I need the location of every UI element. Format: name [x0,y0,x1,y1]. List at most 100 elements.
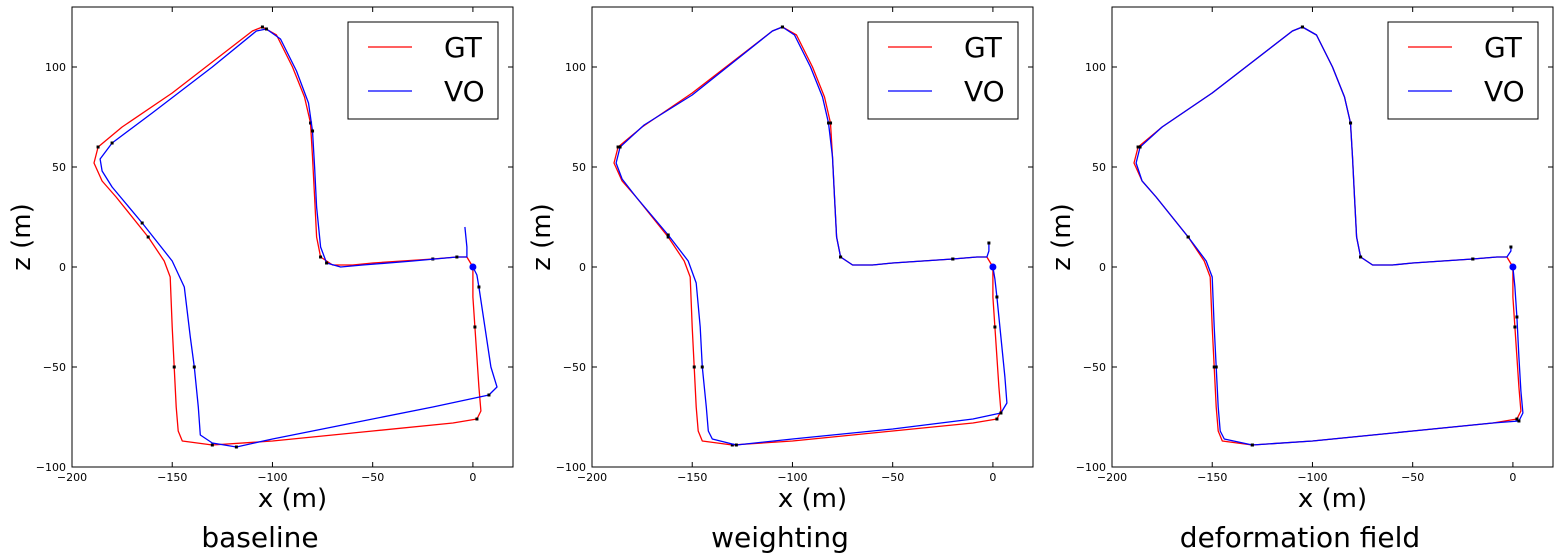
keyframe-marker [1359,255,1363,259]
start-point [469,263,477,271]
y-tick-label: −50 [1083,361,1106,374]
x-tick-label: −100 [257,471,287,484]
keyframe-marker [264,27,268,31]
keyframe-marker [234,445,238,449]
chart-panel-2: −200 −150 −100 −50 0 −100 −50 0 50 100 x (m) z (m) d… [1047,6,1554,554]
x-tick-label: −150 [677,471,707,484]
y-axis-label: z (m) [527,203,557,271]
legend-box [867,21,1019,120]
keyframe-marker [311,129,315,133]
legend-label-gt: GT [444,31,483,64]
y-tick-label: −100 [36,461,66,474]
x-axis-label: x (m) [778,484,847,514]
keyframe-marker [260,25,264,29]
keyframe-marker [1349,121,1353,125]
keyframe-marker [140,221,144,225]
y-tick-label: 0 [1099,261,1106,274]
keyframe-marker [995,295,999,299]
keyframe-marker [987,241,991,245]
keyframe-marker [1250,443,1254,447]
keyframe-marker [455,255,459,259]
y-tick-label: −50 [43,361,66,374]
legend: GT VO [867,21,1019,120]
keyframe-marker [477,285,481,289]
x-tick-label: −50 [1401,471,1424,484]
keyframe-marker [1136,145,1140,149]
keyframe-marker [618,145,622,149]
legend: GT VO [347,21,499,120]
x-tick-label: −150 [1197,471,1227,484]
keyframe-marker [1186,235,1190,239]
keyframe-marker [325,261,329,265]
panel-caption: baseline [201,521,318,554]
x-tick-label: −100 [1297,471,1327,484]
y-tick-label: −100 [556,461,586,474]
axes-frame [1111,6,1554,468]
x-tick-label: 0 [469,471,476,484]
series-line-vo [615,26,1008,446]
series-line-gt [93,26,482,446]
legend: GT VO [1387,21,1539,120]
x-tick-label: −200 [57,471,87,484]
keyframe-marker [995,417,999,421]
keyframe-marker [1471,257,1475,261]
panel-caption: weighting [711,521,849,554]
keyframe-marker [827,121,831,125]
keyframe-marker [1515,315,1519,319]
y-tick-label: −50 [563,361,586,374]
start-point [1509,263,1517,271]
keyframe-marker [1517,419,1521,423]
keyframe-marker [666,235,670,239]
x-tick-label: −100 [777,471,807,484]
chart-panel-1: −200 −150 −100 −50 0 −100 −50 0 50 100 x (m) z (m) w… [527,6,1034,554]
legend-label-vo: VO [964,75,1005,108]
y-tick-label: 50 [572,161,586,174]
keyframe-marker [700,365,704,369]
keyframe-marker [1509,245,1513,249]
panel-caption: deformation field [1180,521,1420,554]
y-axis-label: z (m) [7,203,37,271]
x-axis-label: x (m) [1298,484,1367,514]
keyframe-marker [1214,365,1218,369]
y-tick-label: 100 [1085,61,1106,74]
keyframe-marker [1212,365,1216,369]
x-tick-label: −50 [361,471,384,484]
legend-label-gt: GT [964,31,1003,64]
start-point [989,263,997,271]
keyframe-marker [319,255,323,259]
x-tick-label: −50 [881,471,904,484]
series-line-vo [1135,26,1524,446]
legend-label-vo: VO [1484,75,1525,108]
keyframe-marker [1138,145,1142,149]
x-tick-label: 0 [1509,471,1516,484]
x-axis-label: x (m) [258,484,327,514]
x-tick-label: −200 [1097,471,1127,484]
axes-frame [591,6,1034,468]
legend-label-vo: VO [444,75,485,108]
chart-panel-0: −200 −150 −100 −50 0 −100 −50 0 50 100 x (m) z (m) b… [7,6,514,554]
legend-label-gt: GT [1484,31,1523,64]
y-tick-label: 50 [1092,161,1106,174]
y-tick-label: 100 [45,61,66,74]
y-axis-label: z (m) [1047,203,1077,271]
keyframe-marker [172,365,176,369]
keyframe-marker [1515,417,1519,421]
keyframe-marker [692,365,696,369]
x-tick-label: 0 [989,471,996,484]
axes-frame [71,6,514,468]
series-line-vo [99,28,498,448]
legend-box [1387,21,1539,120]
y-tick-label: 0 [59,261,66,274]
keyframe-marker [839,255,843,259]
keyframe-marker [192,365,196,369]
y-tick-label: 50 [52,161,66,174]
keyframe-marker [780,25,784,29]
keyframe-marker [829,121,833,125]
x-tick-label: −200 [577,471,607,484]
keyframe-marker [473,325,477,329]
keyframe-marker [96,145,100,149]
keyframe-marker [475,417,479,421]
keyframe-marker [1300,25,1304,29]
y-tick-label: −100 [1076,461,1106,474]
keyframe-marker [730,443,734,447]
